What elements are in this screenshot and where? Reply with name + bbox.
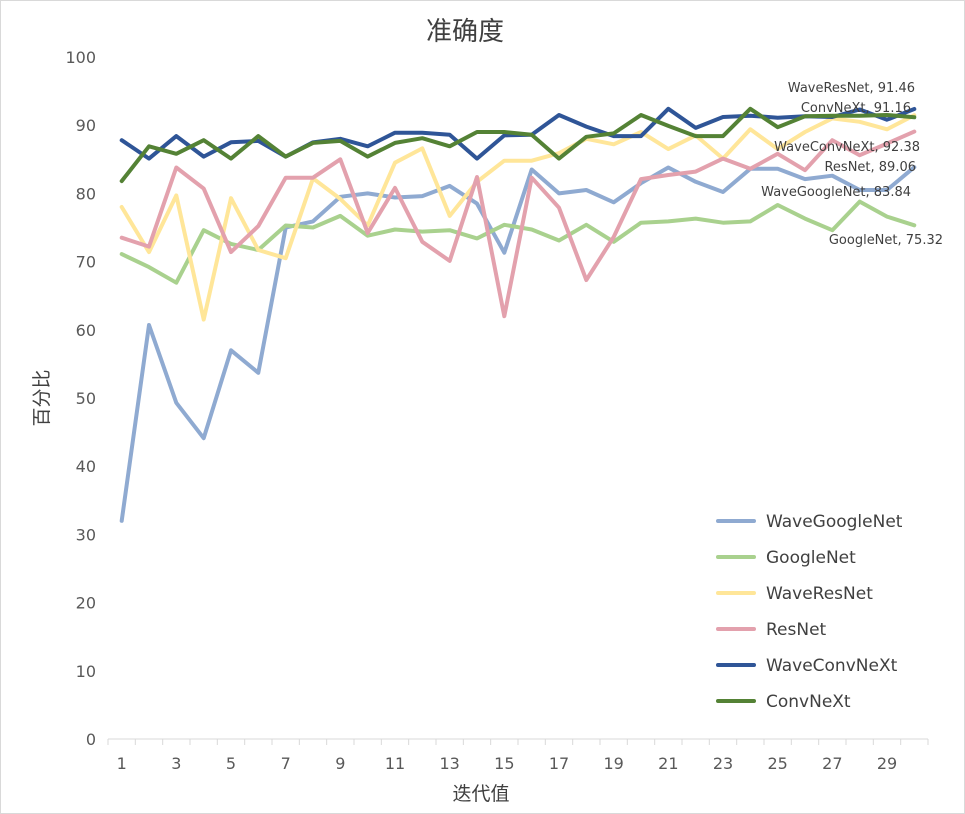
x-tick-label: 7 bbox=[281, 754, 291, 773]
y-tick-label: 30 bbox=[76, 525, 96, 544]
x-tick-label: 13 bbox=[439, 754, 459, 773]
x-tick-label: 9 bbox=[335, 754, 345, 773]
x-tick-label: 19 bbox=[603, 754, 623, 773]
x-tick-label: 27 bbox=[822, 754, 842, 773]
x-tick-label: 5 bbox=[226, 754, 236, 773]
x-tick-label: 25 bbox=[767, 754, 787, 773]
y-tick-label: 100 bbox=[65, 48, 96, 67]
series-line-googlenet bbox=[119, 199, 917, 285]
legend-entry-waveresnet: WaveResNet bbox=[766, 584, 873, 604]
x-axis-title: 迭代值 bbox=[452, 783, 509, 805]
data-label-googlenet: GoogleNet, 75.32 bbox=[829, 233, 943, 248]
data-label-wavegooglenet: WaveGoogleNet, 83.84 bbox=[761, 185, 911, 200]
y-tick-label: 70 bbox=[76, 253, 96, 272]
x-tick-label: 3 bbox=[171, 754, 181, 773]
y-tick-label: 0 bbox=[86, 730, 96, 749]
data-label-waveresnet: ConvNeXt, 91.16 bbox=[801, 101, 911, 116]
data-label-resnet: ResNet, 89.06 bbox=[824, 160, 916, 175]
series-line-resnet bbox=[119, 129, 917, 319]
x-tick-label: 17 bbox=[549, 754, 569, 773]
y-tick-label: 10 bbox=[76, 662, 96, 681]
y-tick-label: 20 bbox=[76, 594, 96, 613]
y-tick-label: 90 bbox=[76, 116, 96, 135]
data-label-waveconvnext: WaveResNet, 91.46 bbox=[788, 81, 915, 96]
chart-title: 准确度 bbox=[426, 17, 504, 47]
series-line-wavegooglenet bbox=[119, 165, 917, 523]
legend-entry-waveconvnext: WaveConvNeXt bbox=[766, 656, 898, 676]
legend-entry-resnet: ResNet bbox=[766, 620, 827, 640]
y-tick-label: 40 bbox=[76, 457, 96, 476]
y-tick-label: 50 bbox=[76, 389, 96, 408]
series-line-waveresnet bbox=[119, 113, 917, 322]
x-tick-label: 1 bbox=[117, 754, 127, 773]
x-tick-label: 11 bbox=[385, 754, 405, 773]
x-tick-label: 23 bbox=[713, 754, 733, 773]
series-line-convnext bbox=[119, 106, 917, 184]
data-labels: WaveGoogleNet, 83.84 GoogleNet, 75.32 Conv… bbox=[761, 81, 943, 248]
series-lines bbox=[119, 106, 917, 523]
legend-entry-convnext: ConvNeXt bbox=[766, 692, 851, 712]
legend-entry-googlenet: GoogleNet bbox=[766, 548, 856, 568]
y-tick-label: 80 bbox=[76, 184, 96, 203]
x-tick-label: 21 bbox=[658, 754, 678, 773]
data-label-convnext: WaveConvNeXt, 92.38 bbox=[774, 140, 920, 155]
x-tick-label: 29 bbox=[877, 754, 897, 773]
y-axis-title: 百分比 bbox=[31, 369, 53, 426]
y-tick-label: 60 bbox=[76, 321, 96, 340]
legend-entry-wavegooglenet: WaveGoogleNet bbox=[766, 512, 903, 532]
axes: 1 3 5 7 9 11 13 15 17 19 21 23 25 27 29010203040506070… bbox=[65, 48, 929, 773]
x-tick-label: 15 bbox=[494, 754, 514, 773]
legend: WaveGoogleNet GoogleNet WaveResNet ResNet Wa… bbox=[716, 512, 903, 712]
